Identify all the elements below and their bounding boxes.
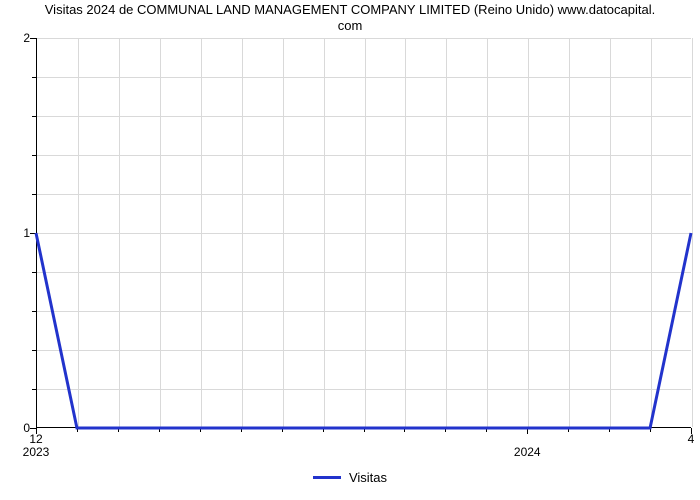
series-line bbox=[0, 0, 700, 500]
